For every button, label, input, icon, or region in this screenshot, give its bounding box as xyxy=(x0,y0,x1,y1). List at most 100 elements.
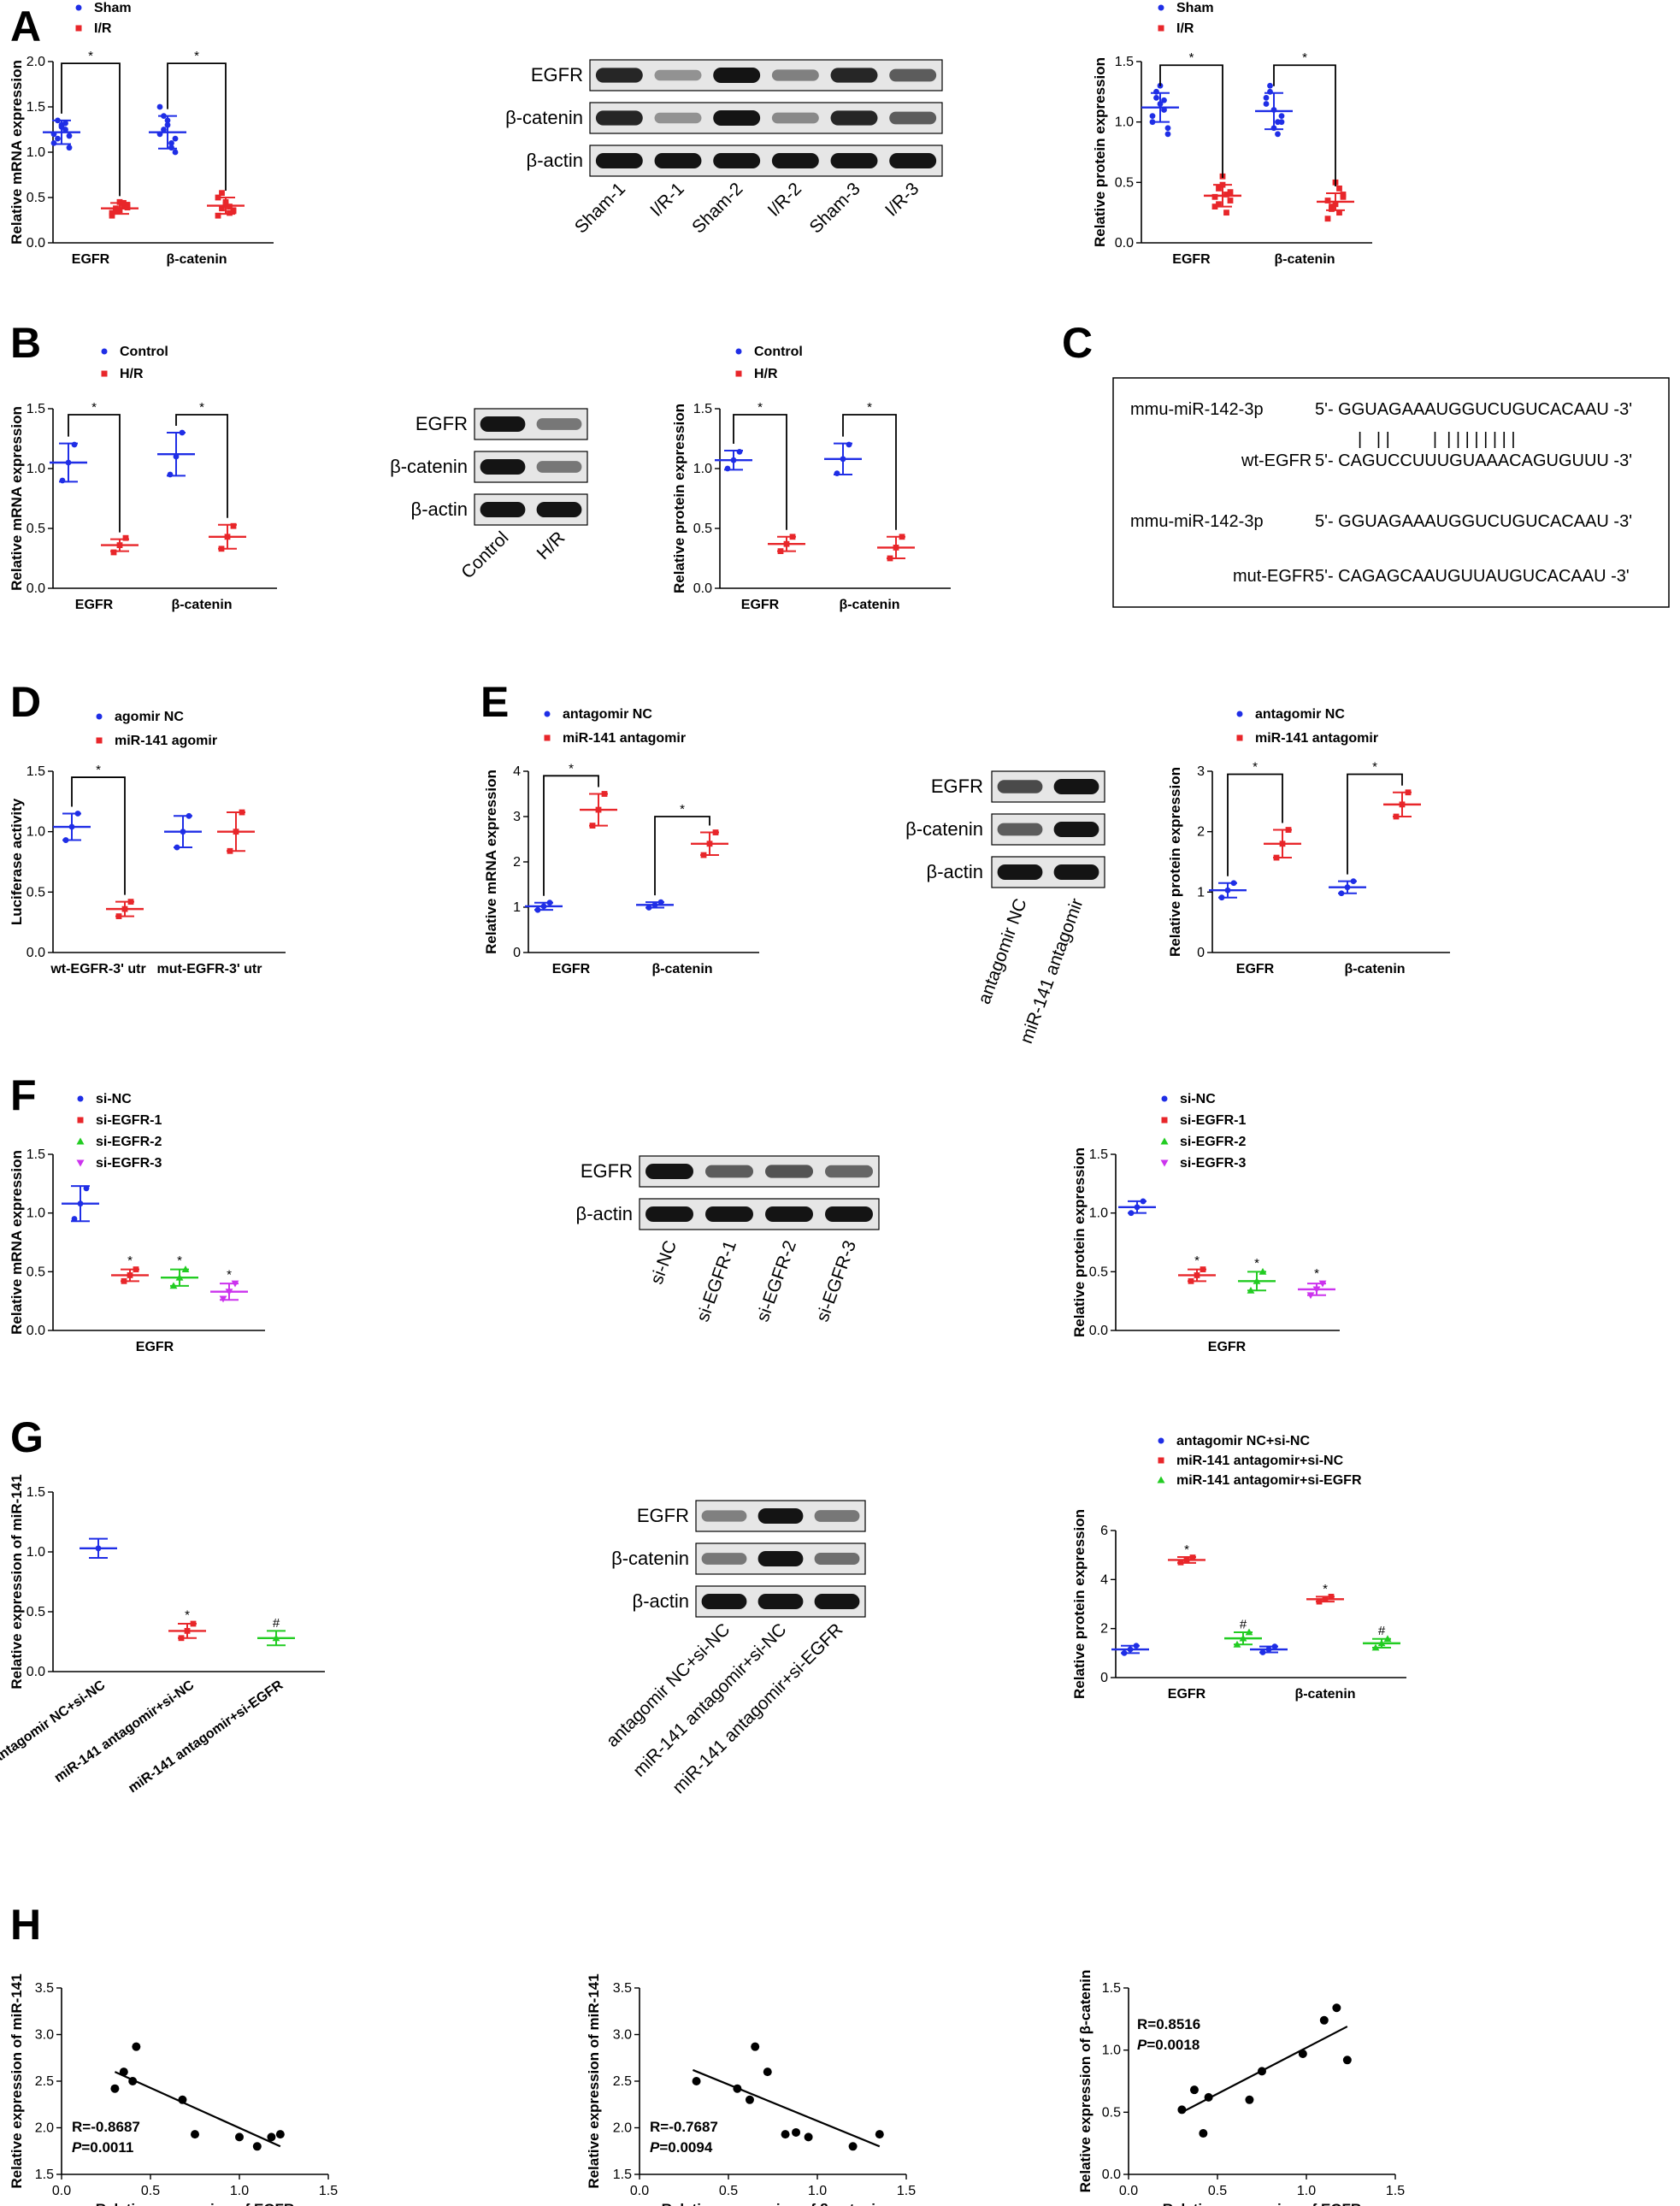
chart-g2-data-point xyxy=(1271,1643,1278,1649)
seq-mirna-2: 5'- GGUAGAAAUGGUCUGUCACAAU -3' xyxy=(1315,512,1632,531)
western-blot-f: EGFR β-actin si-NC si-EGFR-1 si-EGFR-2 si-EGF… xyxy=(576,1155,880,1324)
chart-e1-legend-marker xyxy=(544,711,551,717)
chart-b2-data-point xyxy=(736,449,743,455)
chart-g2-legend-label: miR-141 antagomir+si-EGFR xyxy=(1176,1473,1362,1488)
chart-a2-data-point xyxy=(1161,107,1167,113)
chart-a2-y-axis-label: Relative protein expression xyxy=(1092,57,1108,247)
chart-g2-data-point xyxy=(1259,1649,1266,1655)
western-blot-a-band xyxy=(771,69,819,81)
chart-a2: 0.0 0.5 1.0 1.5 Relative protein expression E… xyxy=(1092,1,1372,267)
chart-d-legend-marker xyxy=(96,713,103,720)
seq-wt-egfr: 5'- CAGUCCUUUGUAAACAGUGUUU -3' xyxy=(1315,451,1632,470)
chart-b1-data-point xyxy=(116,542,123,548)
chart-a2-data-point xyxy=(1164,125,1171,132)
chart-a1-data-point xyxy=(168,145,174,151)
chart-a2-data-point xyxy=(1153,88,1159,95)
chart-h3-xtick-label: 0.5 xyxy=(1208,2184,1227,2198)
chart-b2-sig-label: * xyxy=(757,400,763,415)
chart-h3-stat-p-value: =0.0018 xyxy=(1147,2037,1200,2053)
charts-layer: 0.0 0.5 1.0 1.5 2.0 Relative mRNA expression E… xyxy=(0,1,1450,2206)
chart-a1-data-point xyxy=(113,205,119,212)
chart-h3-stat-r: R=0.8516 xyxy=(1137,2016,1200,2032)
chart-b2-data-point xyxy=(834,470,840,476)
western-blot-f-band xyxy=(825,1206,873,1222)
chart-f2-data-point xyxy=(1259,1267,1267,1275)
chart-f1-ytick-label: 1.5 xyxy=(27,1147,45,1162)
chart-e2-legend-label: miR-141 antagomir xyxy=(1255,731,1378,746)
chart-a2-sig-label: * xyxy=(1302,50,1307,65)
chart-a2-sig-label: * xyxy=(1189,50,1194,65)
chart-e1-data-point xyxy=(651,901,658,908)
chart-h2-ytick-label: 3.0 xyxy=(613,2028,632,2043)
chart-b1-category-label: β-catenin xyxy=(171,598,232,612)
chart-f2-data-point xyxy=(1140,1198,1147,1205)
chart-a2-data-point xyxy=(1336,209,1342,216)
panel-label-b: B xyxy=(10,319,41,367)
chart-f1-data-point xyxy=(231,1280,239,1288)
chart-a1-data-point xyxy=(227,209,233,216)
chart-h3-point xyxy=(1332,2003,1341,2013)
chart-g2-ytick-label: 0 xyxy=(1100,1671,1108,1685)
chart-h2-ytick-label: 2.0 xyxy=(613,2121,632,2136)
chart-e2-data-point xyxy=(1218,894,1225,901)
western-blot-g-band xyxy=(814,1510,860,1522)
chart-h2-point xyxy=(692,2077,701,2085)
chart-f2-ytick-label: 0.5 xyxy=(1089,1265,1108,1279)
chart-e2-ytick-label: 1 xyxy=(1197,885,1205,900)
chart-e1-legend-label: antagomir NC xyxy=(563,707,652,722)
chart-e1-ytick-label: 4 xyxy=(513,764,521,779)
western-blot-a: EGFR β-catenin β-actin Sham-1 I/R-1 Sham-2 I/R… xyxy=(505,59,943,238)
chart-a1-data-point xyxy=(227,203,233,209)
chart-h3-ytick-label: 1.5 xyxy=(1102,1981,1121,1996)
chart-h2-point xyxy=(792,2127,801,2137)
chart-g2-data-point xyxy=(1265,1646,1272,1653)
western-blot-a-band xyxy=(713,68,761,83)
chart-b1-category-label: EGFR xyxy=(75,598,114,612)
chart-f1-y-axis-label: Relative mRNA expression xyxy=(9,1150,25,1335)
chart-g1-sig-mark: * xyxy=(185,1607,190,1622)
chart-a1-data-point xyxy=(50,131,57,138)
chart-e2-data-point xyxy=(1230,880,1237,887)
western-blot-e-lane-label: miR-141 antagomir xyxy=(1017,896,1088,1047)
chart-d-data-point xyxy=(127,899,134,905)
chart-h3-point xyxy=(1342,2056,1352,2065)
chart-f2-legend-label: si-EGFR-2 xyxy=(1180,1135,1246,1149)
chart-b2-category-label: β-catenin xyxy=(839,598,899,612)
panel-label-f: F xyxy=(10,1071,37,1119)
chart-g2-y-axis-label: Relative protein expression xyxy=(1071,1509,1088,1699)
chart-e1-y-axis-label: Relative mRNA expression xyxy=(483,770,499,954)
chart-b2-data-point xyxy=(789,534,796,540)
chart-f1-ytick-label: 1.0 xyxy=(27,1206,45,1221)
chart-e1-data-point xyxy=(645,905,652,911)
chart-e2-sig-bracket xyxy=(1347,773,1403,875)
chart-a1-y-axis-label: Relative mRNA expression xyxy=(9,60,25,245)
chart-h1: 1.5 2.0 2.5 3.0 3.5 Relative expression of mi… xyxy=(9,1973,338,2206)
chart-f2-data-point xyxy=(1128,1210,1135,1217)
chart-h2-point xyxy=(804,2132,813,2142)
chart-g2-data-point xyxy=(1183,1557,1190,1563)
chart-g1-ytick-label: 0.0 xyxy=(27,1665,45,1679)
chart-h2-stat-r: R=-0.7687 xyxy=(650,2119,718,2135)
chart-g2-data-point xyxy=(1121,1649,1128,1656)
chart-a1-data-point xyxy=(50,140,57,146)
chart-b1-data-point xyxy=(65,459,72,466)
chart-e1-ytick-label: 0 xyxy=(513,946,521,960)
chart-h3: 0.0 0.5 1.0 1.5 Relative expression of β-cat… xyxy=(1077,1970,1405,2206)
chart-e1-sig-label: * xyxy=(569,761,574,776)
chart-f2-y-axis-label: Relative protein expression xyxy=(1071,1147,1088,1337)
chart-a2-ytick-label: 0.5 xyxy=(1115,175,1134,190)
chart-a1-sig-label: * xyxy=(88,49,93,63)
chart-h1-ytick-label: 2.5 xyxy=(35,2074,54,2089)
western-blot-f-lane-label: si-EGFR-3 xyxy=(813,1238,861,1324)
chart-f1-ytick-label: 0.0 xyxy=(27,1324,45,1338)
chart-e1-sig-bracket xyxy=(543,775,599,896)
chart-e1-data-point xyxy=(712,829,719,835)
chart-h1-stat-p: P=0.0011 xyxy=(72,2139,133,2156)
chart-h1-ytick-label: 1.5 xyxy=(35,2168,54,2182)
chart-a1-data-point xyxy=(121,199,127,206)
chart-h3-point xyxy=(1245,2095,1254,2104)
chart-g2-data-point xyxy=(1322,1596,1329,1602)
chart-h1-ytick-label: 3.5 xyxy=(35,1981,54,1996)
western-blot-g-row-label: β-catenin xyxy=(611,1548,689,1569)
western-blot-a-membrane xyxy=(589,59,943,91)
